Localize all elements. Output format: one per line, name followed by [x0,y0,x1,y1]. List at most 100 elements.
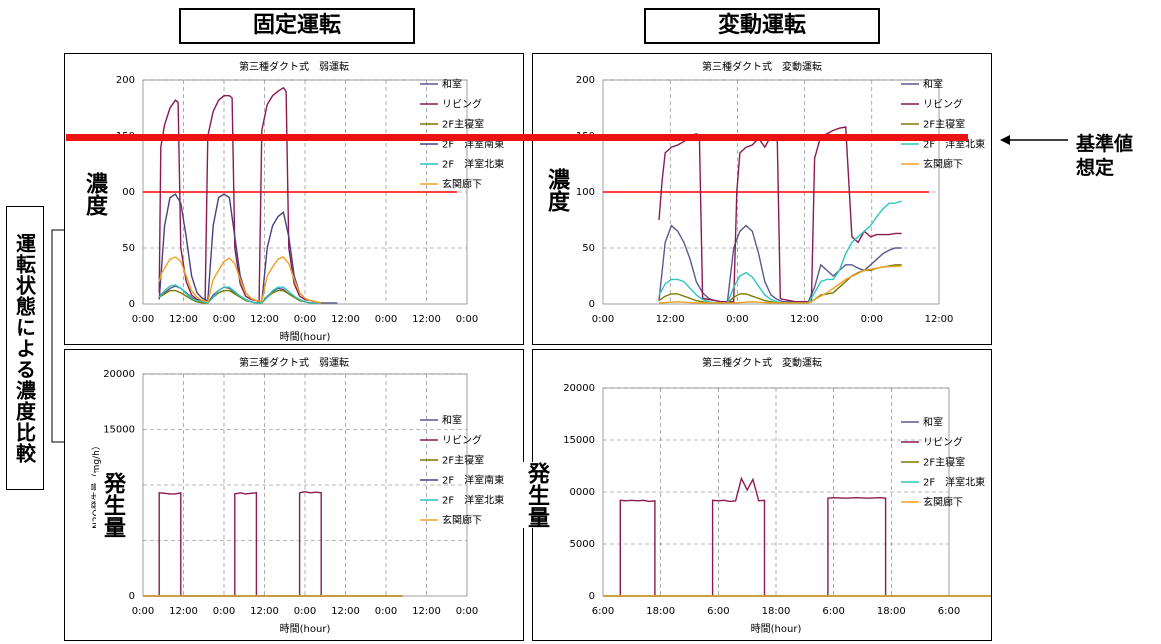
x-tick-label: 6:00 [822,606,844,617]
legend-label: 玄関廊下 [923,158,963,171]
reference-label-line1: 基準値 [1076,133,1134,155]
x-tick-label: 12:00 [250,606,279,617]
header-fixed: 固定運転 [179,8,415,44]
chart-title: 第三種ダクト式 変動運転 [702,358,822,369]
legend-label: 和室 [923,416,943,429]
y-tick-label: 200 [576,75,595,86]
legend-label: 2F 洋室北東 [442,158,504,171]
x-tick-label: 0:00 [456,314,478,325]
generation-label-right: 発生量 [520,462,552,528]
x-tick-label: 0:00 [456,606,478,617]
legend-label: 和室 [923,78,943,91]
series-line-living [158,86,322,304]
x-tick-label: 0:00 [132,606,154,617]
x-tick-label: 12:00 [925,314,954,325]
reference-label-line2: 想定 [1076,157,1115,179]
y-tick-label: 200 [116,75,135,86]
y-tick-label: 0000 [570,487,595,498]
series-line-yoshitsu_nanto [158,193,322,304]
chart-panel-variable-concentration: 第三種ダクト式 変動運転 0501001502000:0012:000:0012… [532,53,992,345]
x-tick-label: 12:00 [169,314,198,325]
legend-label: 玄関廊下 [442,178,482,191]
y-tick-label: 20000 [103,369,135,380]
legend-label: 2F 洋室南東 [442,474,504,487]
chart-panel-fixed-concentration: 第三種ダクト式 弱運転 050001502000:0012:000:0012:0… [64,53,524,345]
y-tick-label: 20000 [563,383,595,394]
x-tick-label: 18:00 [877,606,906,617]
series-line-washitsu [658,224,902,303]
x-tick-label: 0:00 [861,314,883,325]
chart-panel-fixed-generation: 第三種ダクト式 弱運転 0 15000 20000 0:00 12:00 0:00 12:0… [64,349,524,641]
y-tick-label: 0 [129,299,135,310]
x-tick-label: 0:00 [592,314,614,325]
x-axis-label: 時間(hour) [751,623,802,635]
x-tick-label: 0:00 [132,314,154,325]
chart-title: 第三種ダクト式 変動運転 [702,62,822,73]
legend-label: 2F主寝室 [923,118,965,131]
chart-panel-variable-generation: 第三種ダクト式 変動運転 0 5000 0000 15000 20000 6:00 18:0… [532,349,992,641]
concentration-label-left: 濃度 [78,172,110,216]
x-tick-label: 12:00 [250,314,279,325]
legend-label: 玄関廊下 [442,514,482,527]
x-tick-label: 0:00 [294,314,316,325]
x-tick-label: 6:00 [707,606,729,617]
legend-label: 和室 [442,414,462,427]
x-tick-label: 6:00 [592,606,614,617]
x-tick-label: 12:00 [331,606,360,617]
series-line-genkan [158,256,322,304]
legend-label: リビング [442,98,482,111]
y-tick-label: 0 [129,591,135,602]
reference-label: 基準値 想定 [1076,132,1133,180]
x-tick-label: 12:00 [656,314,685,325]
legend-label: 玄関廊下 [923,496,963,509]
x-tick-label: 12:00 [790,314,819,325]
x-tick-label: 0:00 [213,314,235,325]
x-tick-label: 0:00 [294,606,316,617]
chart-title: 第三種ダクト式 弱運転 [239,62,349,73]
legend-label: リビング [442,434,482,447]
legend-label: 和室 [442,78,462,91]
generation-label-left: 発生量 [96,472,128,538]
y-tick-label: 5000 [570,539,595,550]
legend-label: 2F主寝室 [442,118,484,131]
x-tick-label: 18:00 [646,606,675,617]
x-tick-label: 0:00 [726,314,748,325]
x-tick-label: 0:00 [375,314,397,325]
y-tick-label: 50 [122,243,135,254]
x-axis-label: 時間(hour) [280,623,331,635]
y-tick-label: 15000 [103,425,135,436]
header-variable: 変動運転 [644,8,880,44]
arrow-icon [1000,135,1068,145]
x-axis-label: 時間(hour) [280,331,331,343]
y-tick-label: 15000 [563,435,595,446]
series-line-genkan [658,265,902,304]
x-tick-label: 18:00 [762,606,791,617]
legend-label: リビング [923,436,963,449]
series-line-yoshitsu_hokuto [158,284,322,304]
y-tick-label: 0 [589,299,595,310]
concentration-label-right: 濃度 [540,168,572,212]
legend-label: 2F主寝室 [442,454,484,467]
legend-label: 2F主寝室 [923,456,965,469]
series-line-living [158,490,403,597]
x-tick-label: 12:00 [412,606,441,617]
legend-label: リビング [923,98,963,111]
legend-label: 2F 洋室北東 [442,494,504,507]
x-tick-label: 12:00 [412,314,441,325]
x-tick-label: 12:00 [331,314,360,325]
x-tick-label: 12:00 [169,606,198,617]
y-tick-label: 100 [576,187,595,198]
x-tick-label: 0:00 [213,606,235,617]
y-tick-label: 50 [582,243,595,254]
x-tick-label: 0:00 [375,606,397,617]
y-tick-label: 0 [589,591,595,602]
series-line-living [619,476,991,597]
side-label: 運転状態による濃度比較 [6,206,44,490]
legend-label: 2F 洋室北東 [923,476,985,489]
x-tick-label: 6:00 [938,606,960,617]
bracket [51,229,64,443]
chart-title: 第三種ダクト式 弱運転 [239,358,349,369]
reference-line-thick [66,134,968,141]
y-tick-label: 00 [122,187,135,198]
series-line-living [658,126,902,303]
